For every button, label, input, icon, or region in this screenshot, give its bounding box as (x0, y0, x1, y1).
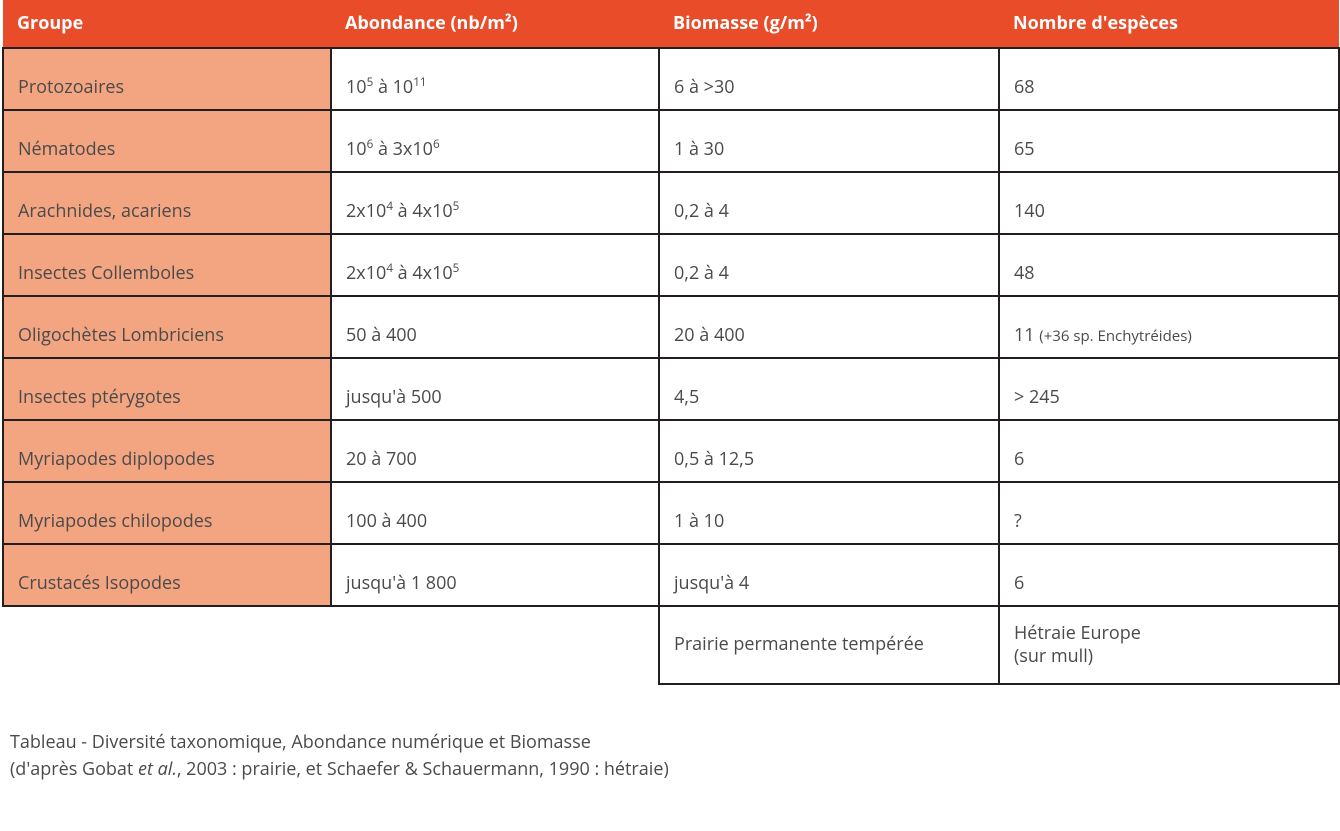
cell-groupe: Insectes ptérygotes (3, 358, 331, 420)
table-row: Myriapodes diplopodes20 à 7000,5 à 12,56 (3, 420, 1339, 482)
caption-line-2: (d'après Gobat et al., 2003 : prairie, e… (10, 756, 1340, 783)
table-row: Arachnides, acariens2x104 à 4x1050,2 à 4… (3, 172, 1339, 234)
footer-biomasse-note: Prairie permanente tempérée (659, 606, 999, 684)
cell-abondance: 105 à 1011 (331, 48, 659, 110)
cell-biomasse: 6 à >30 (659, 48, 999, 110)
cell-abondance: 20 à 700 (331, 420, 659, 482)
col-header-abond: Abondance (nb/m²) (331, 0, 659, 48)
footer-blank (3, 606, 331, 684)
cell-biomasse: jusqu'à 4 (659, 544, 999, 606)
caption-line-1: Tableau - Diversité taxonomique, Abondan… (10, 729, 1340, 756)
cell-groupe: Oligochètes Lombriciens (3, 296, 331, 358)
footer-blank (331, 606, 659, 684)
cell-groupe: Nématodes (3, 110, 331, 172)
cell-abondance: jusqu'à 500 (331, 358, 659, 420)
col-header-biomasse: Biomasse (g/m²) (659, 0, 999, 48)
cell-biomasse: 4,5 (659, 358, 999, 420)
table-row: Oligochètes Lombriciens50 à 40020 à 4001… (3, 296, 1339, 358)
cell-nbesp: ? (999, 482, 1339, 544)
cell-abondance: 106 à 3x106 (331, 110, 659, 172)
cell-groupe: Crustacés Isopodes (3, 544, 331, 606)
table-header-row: Groupe Abondance (nb/m²) Biomasse (g/m²)… (3, 0, 1339, 48)
table-body: Protozoaires105 à 10116 à >3068Nématodes… (3, 48, 1339, 684)
cell-biomasse: 0,2 à 4 (659, 172, 999, 234)
table-row: Nématodes106 à 3x1061 à 3065 (3, 110, 1339, 172)
col-header-nbesp: Nombre d'espèces (999, 0, 1339, 48)
cell-nbesp: 140 (999, 172, 1339, 234)
cell-biomasse: 0,2 à 4 (659, 234, 999, 296)
cell-abondance: 2x104 à 4x105 (331, 234, 659, 296)
diversity-table: Groupe Abondance (nb/m²) Biomasse (g/m²)… (2, 0, 1340, 685)
cell-groupe: Arachnides, acariens (3, 172, 331, 234)
cell-abondance: 50 à 400 (331, 296, 659, 358)
cell-nbesp: 11 (+36 sp. Enchytréides) (999, 296, 1339, 358)
cell-biomasse: 1 à 10 (659, 482, 999, 544)
cell-abondance: 2x104 à 4x105 (331, 172, 659, 234)
col-header-groupe: Groupe (3, 0, 331, 48)
cell-nbesp: 48 (999, 234, 1339, 296)
cell-groupe: Insectes Collemboles (3, 234, 331, 296)
cell-nbesp: 6 (999, 420, 1339, 482)
table-row: Crustacés Isopodesjusqu'à 1 800jusqu'à 4… (3, 544, 1339, 606)
table-row: Insectes ptérygotesjusqu'à 5004,5> 245 (3, 358, 1339, 420)
cell-nbesp: 6 (999, 544, 1339, 606)
cell-biomasse: 1 à 30 (659, 110, 999, 172)
table-row: Insectes Collemboles2x104 à 4x1050,2 à 4… (3, 234, 1339, 296)
table-row: Myriapodes chilopodes100 à 4001 à 10? (3, 482, 1339, 544)
cell-abondance: jusqu'à 1 800 (331, 544, 659, 606)
cell-biomasse: 0,5 à 12,5 (659, 420, 999, 482)
cell-groupe: Myriapodes chilopodes (3, 482, 331, 544)
table-row: Protozoaires105 à 10116 à >3068 (3, 48, 1339, 110)
cell-abondance: 100 à 400 (331, 482, 659, 544)
cell-groupe: Protozoaires (3, 48, 331, 110)
cell-nbesp: 68 (999, 48, 1339, 110)
cell-nbesp: > 245 (999, 358, 1339, 420)
table-footer-row: Prairie permanente tempéréeHétraie Europ… (3, 606, 1339, 684)
cell-groupe: Myriapodes diplopodes (3, 420, 331, 482)
cell-biomasse: 20 à 400 (659, 296, 999, 358)
table-caption: Tableau - Diversité taxonomique, Abondan… (10, 729, 1340, 783)
footer-nbesp-note: Hétraie Europe(sur mull) (999, 606, 1339, 684)
cell-nbesp: 65 (999, 110, 1339, 172)
